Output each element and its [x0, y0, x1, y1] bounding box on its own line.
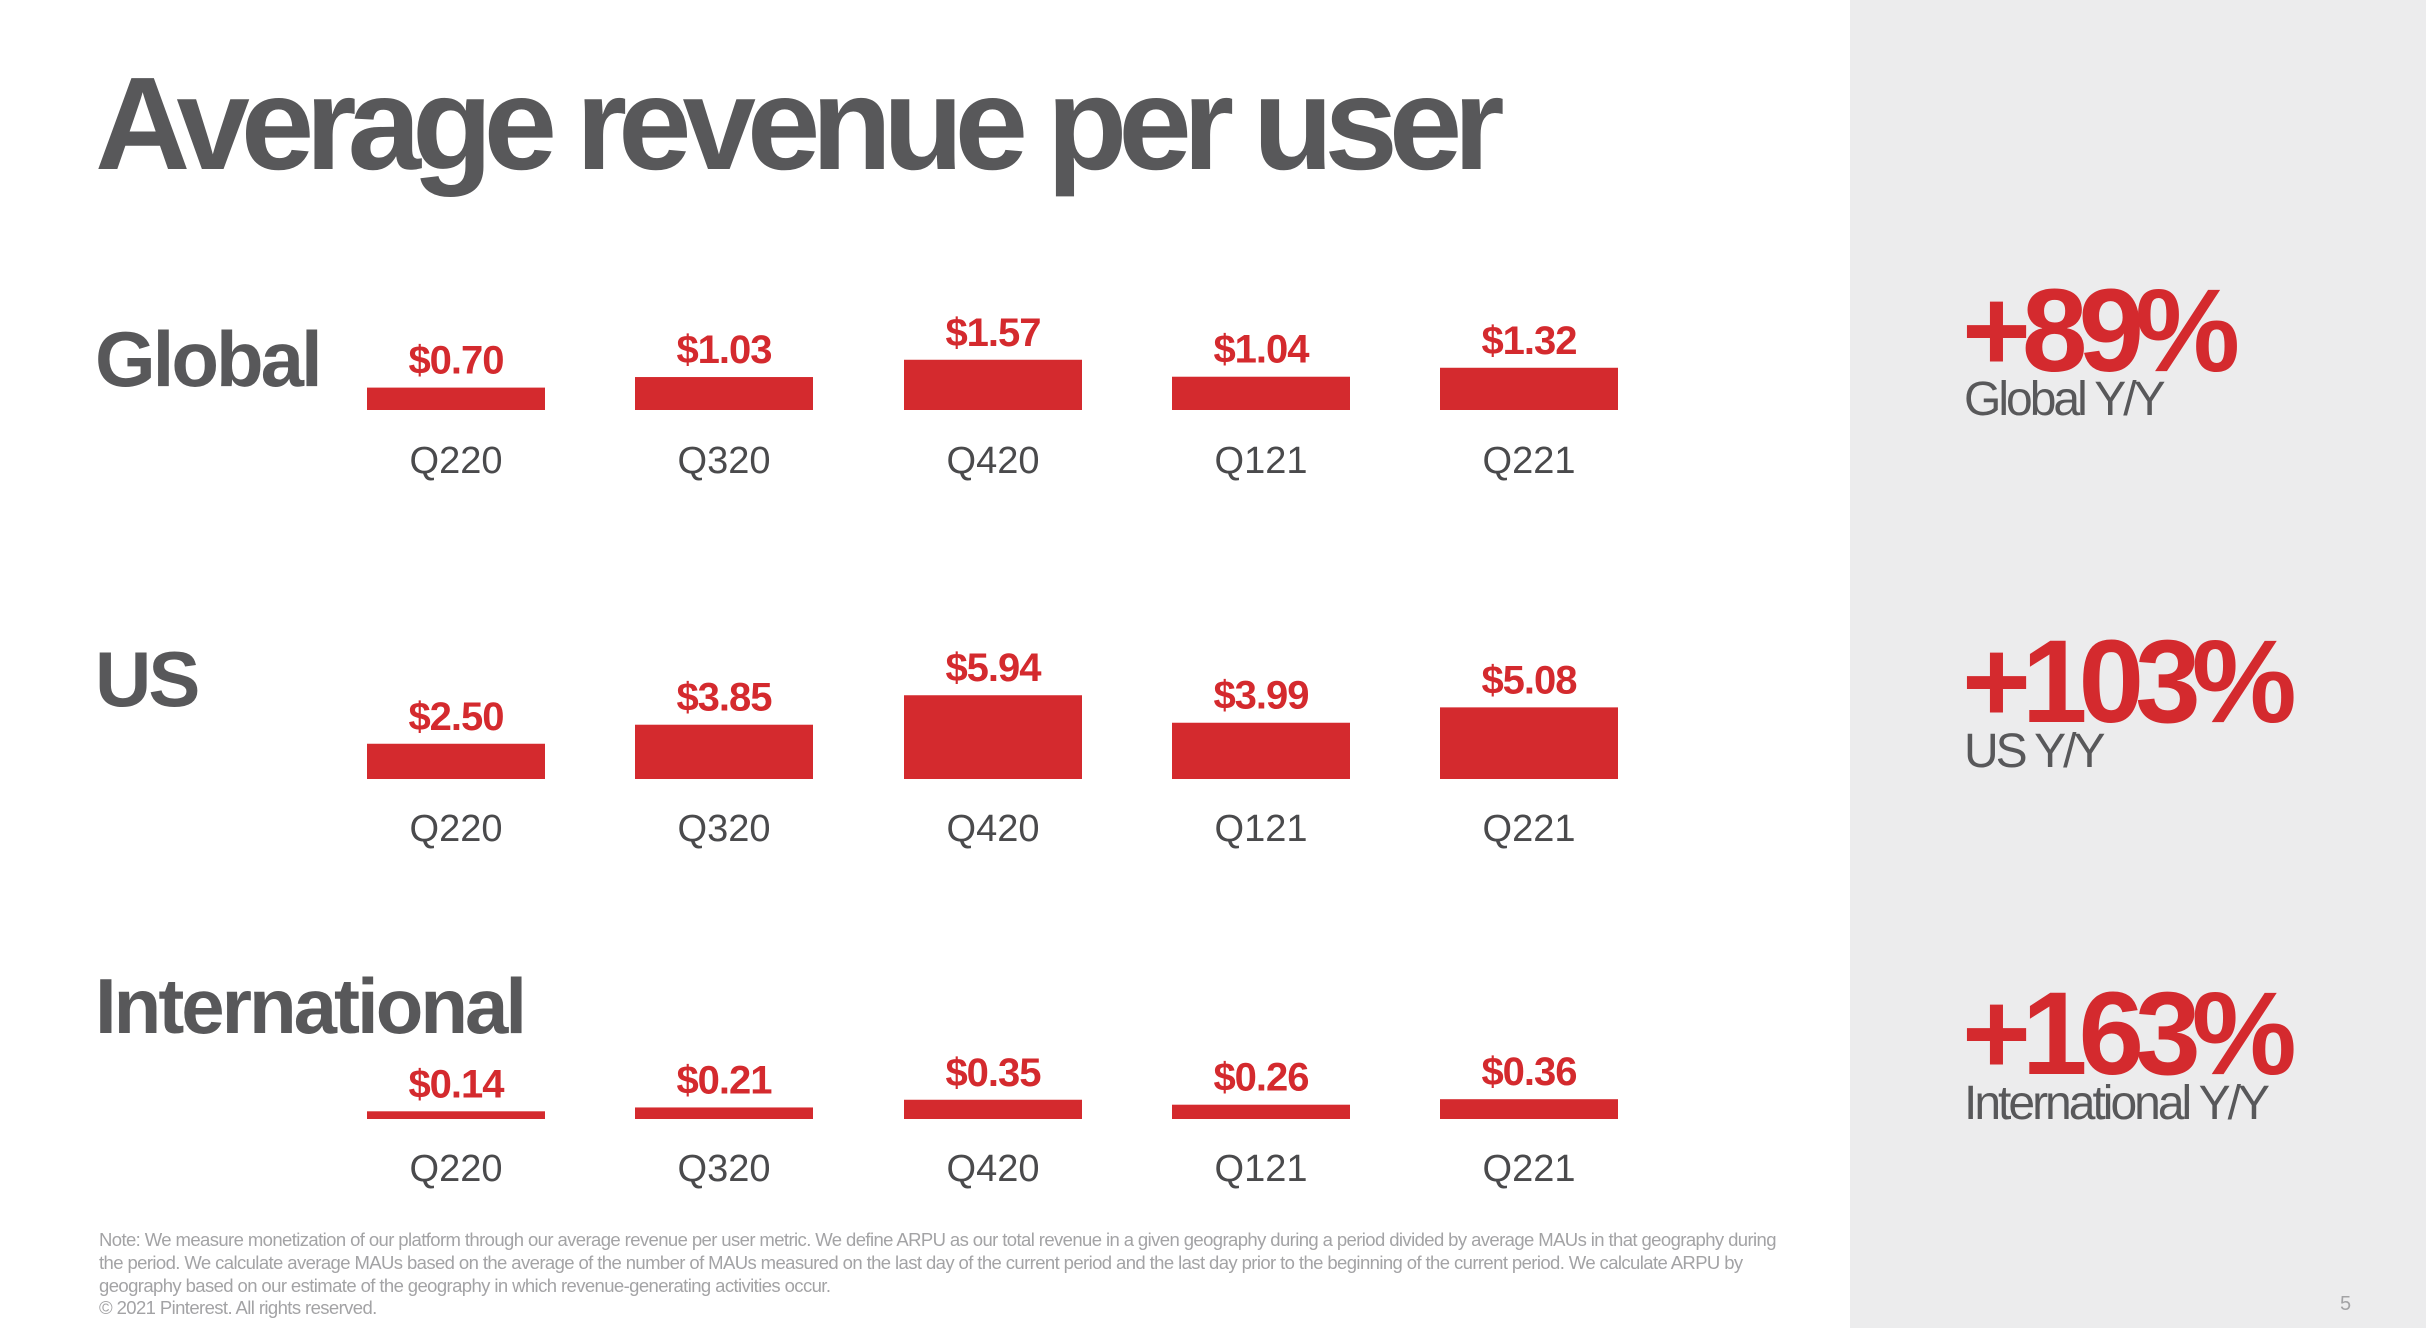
value-label-international-q220: $0.14 — [408, 1062, 505, 1106]
copyright: © 2021 Pinterest. All rights reserved. — [99, 1297, 377, 1318]
bar-international-q320 — [635, 1107, 813, 1119]
tick-label-global-q220: Q220 — [410, 440, 503, 482]
value-label-us-q121: $3.99 — [1213, 674, 1308, 718]
tick-label-us-q220: Q220 — [410, 808, 503, 850]
page-number: 5 — [2340, 1293, 2352, 1315]
growth-label-international: International Y/Y — [1964, 1077, 2270, 1130]
section-label-us: US — [95, 635, 200, 723]
value-label-us-q320: $3.85 — [676, 676, 772, 720]
value-label-global-q320: $1.03 — [676, 328, 771, 372]
growth-us: +103% — [1962, 616, 2297, 748]
bar-international-q121 — [1172, 1104, 1350, 1119]
bar-global-q221 — [1440, 367, 1618, 410]
tick-label-us-q121: Q121 — [1215, 808, 1308, 850]
section-label-international: International — [95, 962, 527, 1050]
growth-global: +89% — [1962, 265, 2240, 397]
bar-us-q121 — [1172, 722, 1350, 779]
footnote: Note: We measure monetization of our pla… — [99, 1229, 1777, 1296]
bar-international-q220 — [367, 1111, 545, 1119]
bar-global-q320 — [635, 377, 813, 410]
tick-label-us-q221: Q221 — [1483, 808, 1576, 850]
value-label-global-q221: $1.32 — [1481, 319, 1576, 363]
bar-us-q220 — [367, 743, 545, 779]
value-label-global-q420: $1.57 — [945, 311, 1040, 355]
tick-label-us-q320: Q320 — [678, 808, 771, 850]
tick-label-international-q420: Q420 — [947, 1148, 1040, 1190]
growth-label-global: Global Y/Y — [1964, 373, 2166, 426]
bar-us-q420 — [904, 695, 1082, 779]
value-label-international-q320: $0.21 — [676, 1058, 772, 1102]
page-title: Average revenue per user — [95, 50, 1505, 197]
value-label-international-q121: $0.26 — [1213, 1056, 1308, 1100]
tick-label-global-q320: Q320 — [678, 440, 771, 482]
value-label-us-q420: $5.94 — [945, 646, 1042, 690]
section-label-global: Global — [95, 315, 323, 403]
growth-label-us: US Y/Y — [1964, 725, 2106, 778]
tick-label-global-q420: Q420 — [947, 440, 1040, 482]
sidebar-panel — [1850, 0, 2426, 1328]
bar-us-q320 — [635, 724, 813, 779]
bar-us-q221 — [1440, 707, 1618, 779]
tick-label-global-q221: Q221 — [1483, 440, 1576, 482]
tick-label-global-q121: Q121 — [1215, 440, 1308, 482]
value-label-global-q121: $1.04 — [1213, 328, 1310, 372]
value-label-international-q420: $0.35 — [945, 1051, 1041, 1095]
tick-label-international-q220: Q220 — [410, 1148, 503, 1190]
bar-global-q121 — [1172, 376, 1350, 410]
value-label-global-q220: $0.70 — [408, 339, 503, 383]
value-label-us-q220: $2.50 — [408, 695, 503, 739]
tick-label-international-q221: Q221 — [1483, 1148, 1576, 1190]
tick-label-international-q121: Q121 — [1215, 1148, 1308, 1190]
bar-international-q420 — [904, 1099, 1082, 1119]
bar-global-q420 — [904, 359, 1082, 410]
tick-label-us-q420: Q420 — [947, 808, 1040, 850]
growth-international: +163% — [1962, 968, 2297, 1100]
value-label-international-q221: $0.36 — [1481, 1050, 1576, 1094]
value-label-us-q221: $5.08 — [1481, 658, 1577, 702]
bar-global-q220 — [367, 387, 545, 410]
tick-label-international-q320: Q320 — [678, 1148, 771, 1190]
bar-international-q221 — [1440, 1099, 1618, 1119]
